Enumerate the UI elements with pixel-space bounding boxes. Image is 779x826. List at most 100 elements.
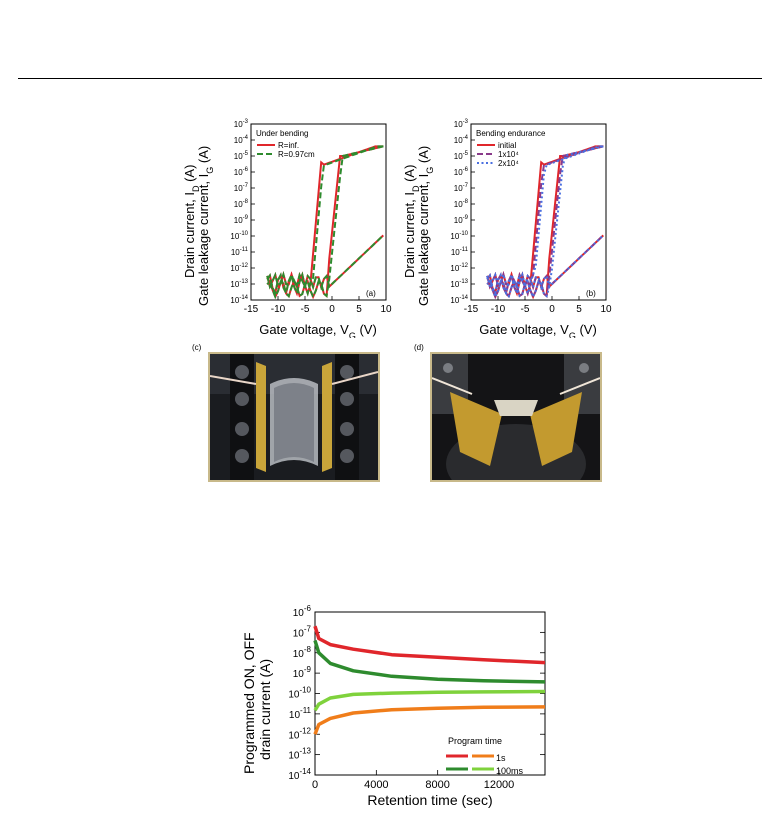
x-tick-label: 8000 [425, 779, 449, 791]
legend-label: 1x10⁴ [498, 150, 519, 159]
y-tick-label: 10-13 [450, 279, 468, 289]
x-tick-label: 0 [329, 304, 335, 315]
panel-label: (b) [586, 289, 596, 298]
series-line-1 [313, 625, 546, 665]
x-tick-label: -15 [244, 304, 259, 315]
x-tick-label: -5 [521, 304, 530, 315]
x-axis-label: Gate voltage, VG (V) [259, 322, 377, 338]
y-tick-label: 10-5 [454, 151, 469, 161]
x-tick-label: 0 [312, 779, 318, 791]
y-tick-label: 10-10 [288, 686, 311, 701]
plot-frame [314, 611, 546, 776]
y-tick-label: 10-3 [234, 119, 249, 129]
y-tick-label: 10-8 [234, 199, 249, 209]
y-tick-label: 10-6 [454, 167, 469, 177]
x-tick-labels: -15 -10 -5 0 5 10 [244, 296, 392, 315]
y-tick-label: 10-11 [451, 247, 469, 257]
retention-chart: Programmed ON, OFF drain current (A) 10-… [241, 604, 546, 808]
y-tick-label: 10-14 [230, 295, 248, 305]
legend-label: 100ms [496, 766, 524, 776]
y-tick-label: 10-3 [454, 119, 469, 129]
y-tick-label: 10-11 [231, 247, 249, 257]
legend-title: Bending endurance [476, 129, 546, 138]
legend-label: R=inf. [278, 141, 299, 150]
legend-title: Under bending [256, 129, 308, 138]
series-line-2-1 [486, 145, 604, 297]
plot-area [250, 123, 387, 301]
y-axis-label-line2: Gate leakage current, IG (A) [196, 146, 215, 306]
header-rule [18, 78, 762, 79]
y-tick-label: 10-6 [293, 604, 312, 619]
y-tick-label: 10-12 [450, 263, 468, 273]
y-tick-label: 10-4 [454, 135, 469, 145]
chart-a: Drain current, ID (A) Gate leakage curre… [182, 119, 392, 338]
y-axis-label-line2: Gate leakage current, IG (A) [416, 146, 435, 306]
plot-area [313, 611, 546, 776]
series-line-1-2 [266, 145, 384, 300]
legend-label: R=0.97cm [278, 150, 315, 159]
y-tick-label: 10-12 [288, 726, 311, 741]
photo-c-illustration [210, 354, 378, 480]
y-tick-label: 10-9 [234, 215, 249, 225]
legend-label: 1s [496, 753, 506, 763]
plot-frame [470, 123, 607, 301]
legend-label: initial [498, 141, 516, 150]
photo-d-label: (d) [414, 343, 424, 352]
legend-label: 2x10⁴ [498, 159, 519, 168]
x-tick-label: 10 [600, 304, 612, 315]
series-line-3 [313, 639, 546, 684]
y-tick-label: 10-9 [454, 215, 469, 225]
y-tick-label: 10-7 [234, 183, 249, 193]
y-tick-label: 10-14 [450, 295, 468, 305]
y-tick-label: 10-14 [288, 767, 311, 782]
series-line-1-3 [266, 234, 384, 291]
x-tick-label: -10 [491, 304, 506, 315]
y-tick-label: 10-8 [454, 199, 469, 209]
plot-area [470, 123, 607, 301]
series-line-1-1 [266, 145, 384, 297]
y-tick-label: 10-6 [234, 167, 249, 177]
panel-label: (a) [366, 289, 376, 298]
y-tick-label: 10-7 [293, 624, 312, 639]
photo-c-label: (c) [192, 343, 202, 352]
y-tick-label: 10-4 [234, 135, 249, 145]
x-axis-label: Retention time (sec) [367, 792, 492, 808]
chart-b: Drain current, ID (A) Gate leakage curre… [402, 119, 612, 338]
x-tick-label: -10 [271, 304, 286, 315]
plot-frame [250, 123, 387, 301]
series-line-4 [313, 689, 546, 712]
y-tick-label: 10-8 [293, 645, 312, 660]
x-tick-label: -5 [301, 304, 310, 315]
y-tick-label: 10-13 [288, 747, 311, 762]
x-tick-labels: 0 4000 8000 12000 [312, 770, 514, 791]
legend: 1s 100ms [446, 753, 524, 776]
series-line-1-1 [486, 145, 604, 297]
legend: R=inf.R=0.97cm [257, 141, 315, 159]
x-tick-labels: -15 -10 -5 0 5 10 [464, 296, 612, 315]
series-line-3-3 [486, 234, 604, 291]
y-tick-label: 10-9 [293, 665, 312, 680]
photo-d [430, 352, 602, 482]
x-tick-label: 10 [380, 304, 392, 315]
y-tick-labels: 10-3 10-4 10-5 10-6 10-7 10-8 10-9 10-10 10-11 10… [450, 119, 475, 305]
x-tick-label: -15 [464, 304, 479, 315]
x-tick-label: 0 [549, 304, 555, 315]
x-tick-label: 5 [356, 304, 362, 315]
y-axis-label-line1: Drain current, ID (A) [182, 165, 201, 278]
y-tick-label: 10-10 [450, 231, 468, 241]
series-line-2-1 [266, 145, 384, 297]
series-line-3-2 [486, 145, 604, 300]
y-tick-label: 10-12 [230, 263, 248, 273]
legend-title: Program time [448, 736, 502, 746]
series-line-2-2 [266, 145, 384, 300]
series-line-2-3 [266, 234, 384, 291]
y-tick-label: 10-11 [289, 706, 312, 721]
y-axis-label-line1: Programmed ON, OFF [241, 632, 257, 774]
y-tick-labels: 10-6 10-7 10-8 10-9 10-10 10-11 10-12 10-13 10-1… [288, 604, 545, 782]
x-tick-label: 4000 [364, 779, 388, 791]
series-line-2 [313, 705, 546, 735]
y-tick-label: 10-13 [230, 279, 248, 289]
series-line-2-2 [486, 145, 604, 300]
series-line-1-2 [486, 145, 604, 300]
